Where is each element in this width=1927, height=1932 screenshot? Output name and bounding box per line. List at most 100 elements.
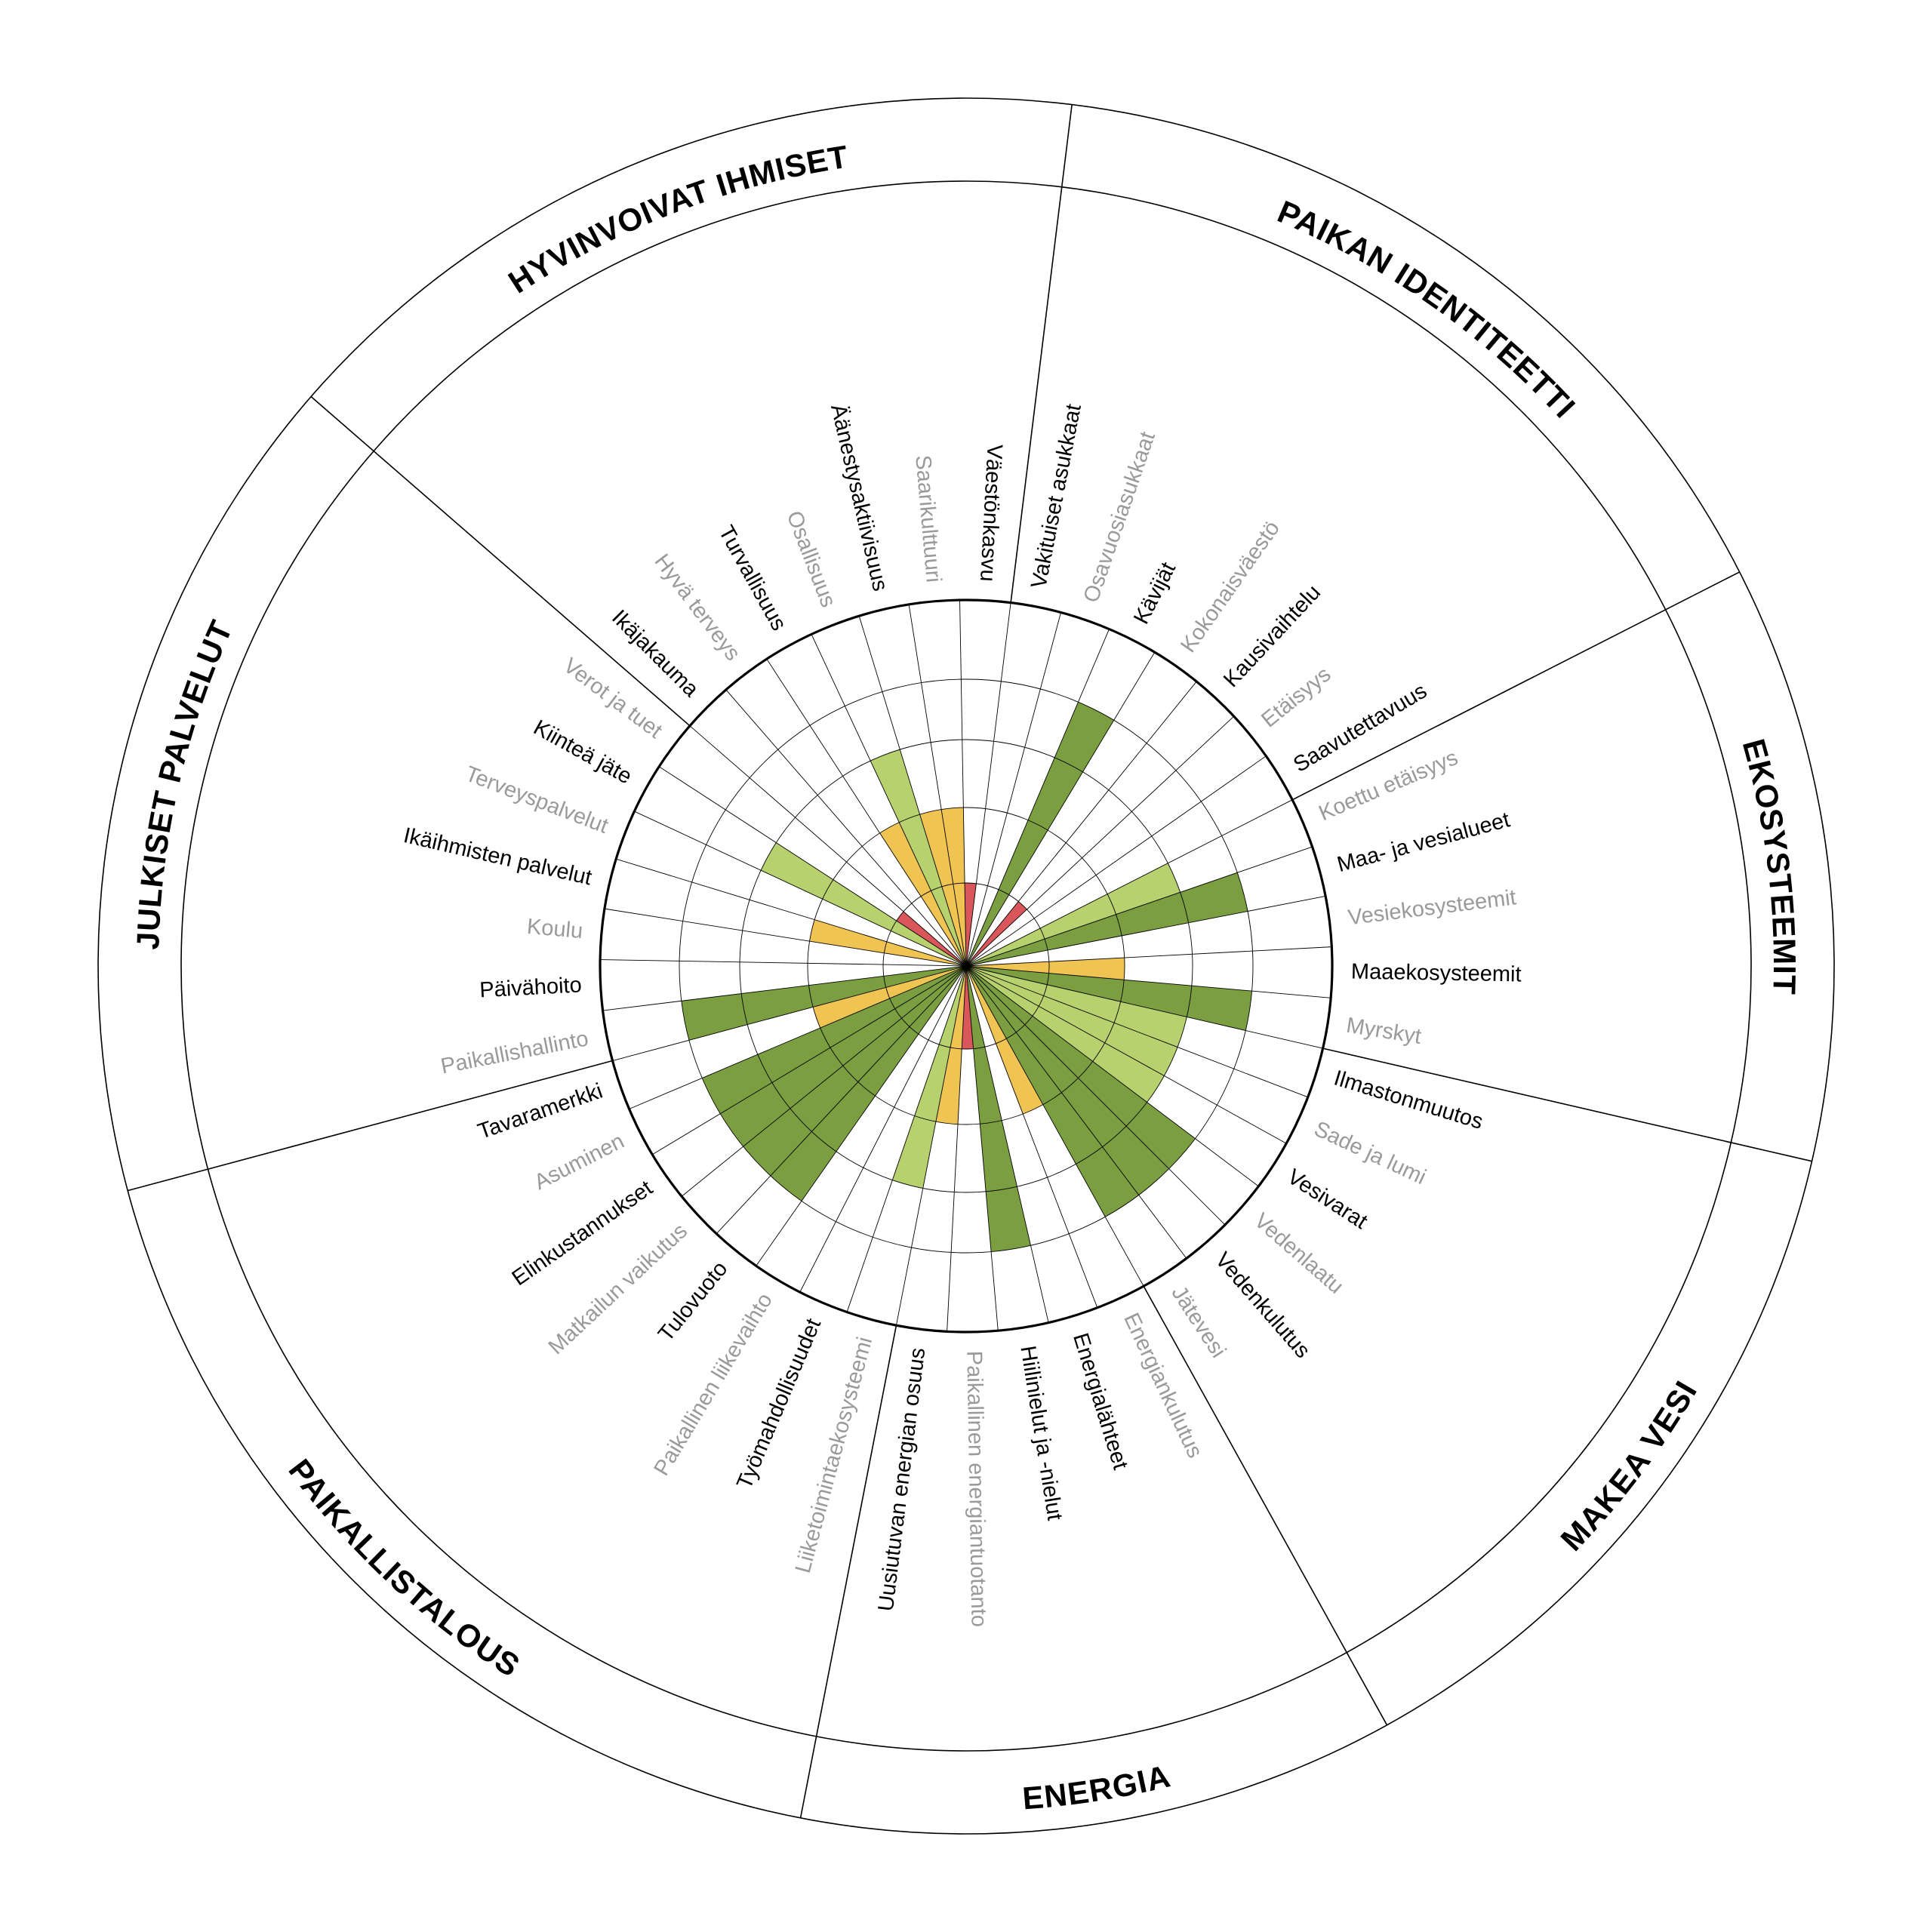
- item-label: Äänestysaktiivisuus: [826, 402, 892, 594]
- grid-ring: [807, 807, 1125, 1125]
- spoke-line: [896, 965, 967, 1326]
- spoke-line: [652, 965, 967, 1155]
- item-label: Tulovuoto: [654, 1257, 732, 1346]
- value-wedge: [770, 966, 966, 1201]
- spoke-line: [965, 965, 1259, 1187]
- sector-title: JULKISET PALVELUT: [130, 615, 239, 950]
- value-wedge: [966, 958, 1125, 980]
- sector-title-text: PAIKAN IDENTITEETTI: [1273, 194, 1582, 426]
- item-label: Maaekosysteemit: [1351, 960, 1522, 987]
- value-wedge: [870, 749, 966, 966]
- spoke-line: [965, 965, 1308, 1098]
- spoke-line: [612, 965, 967, 1061]
- spoke-line: [965, 965, 1049, 1323]
- spoke-line: [965, 946, 1332, 967]
- item-label: Väestönkasvu: [975, 444, 1006, 583]
- item-label: Energialähteet: [1068, 1331, 1132, 1472]
- item-label: Terveyspalvelut: [462, 761, 611, 838]
- item-label: Ilmastonmuutos: [1331, 1066, 1485, 1134]
- spoke-line: [965, 681, 1197, 967]
- sector-title-text: ENERGIA: [1021, 1758, 1174, 1816]
- spoke-line: [965, 896, 1326, 967]
- item-label: Koulu: [526, 915, 584, 943]
- spoke-line: [689, 725, 967, 967]
- sector-title: PAIKAN IDENTITEETTI: [1273, 194, 1583, 426]
- value-wedge: [966, 863, 1181, 966]
- sector-divider: [127, 1060, 613, 1192]
- spoke-line: [858, 616, 967, 967]
- spoke-line: [965, 602, 1011, 967]
- spoke-line: [965, 965, 1187, 1259]
- grid-ring: [739, 739, 1193, 1193]
- spoke-line: [965, 965, 1098, 1308]
- spoke-line: [965, 629, 1110, 967]
- sector-title-text: EKOSYSTEEMIT: [1736, 735, 1802, 995]
- sector-title-text: JULKISET PALVELUT: [130, 615, 239, 950]
- value-wedge: [966, 966, 1178, 1076]
- spoke-line: [600, 959, 967, 967]
- value-wedge: [962, 966, 974, 1049]
- sector-title: EKOSYSTEEMIT: [1736, 735, 1802, 995]
- sector-divider: [1143, 1285, 1388, 1726]
- sector-title-text: MAKEA VESI: [1554, 1374, 1704, 1557]
- sector-title-text: PAIKALLISTALOUS: [282, 1453, 525, 1684]
- value-wedge: [761, 842, 966, 966]
- value-wedge: [720, 966, 966, 1147]
- value-wedge: [966, 966, 1252, 1031]
- value-wedge: [966, 872, 1248, 966]
- plot-border: [599, 598, 1334, 1334]
- sector-divider: [799, 1324, 897, 1819]
- spoke-line: [799, 965, 967, 1293]
- outer-band-ring: [97, 97, 1835, 1835]
- item-label: Hiilinielut ja -nielut: [1015, 1344, 1067, 1522]
- value-wedge: [966, 966, 1031, 1252]
- value-wedge: [966, 966, 1139, 1217]
- inner-band-ring: [180, 180, 1752, 1752]
- item-label: Paikallishallinto: [439, 1026, 590, 1078]
- spoke-line: [965, 715, 1235, 967]
- spoke-line: [681, 965, 967, 1197]
- sector-divider: [1010, 104, 1073, 603]
- spoke-line: [965, 755, 1267, 967]
- item-label: Ikäjakauma: [607, 605, 703, 702]
- item-label: Turvallisuus: [713, 521, 790, 635]
- sector-title: ENERGIA: [1021, 1758, 1174, 1816]
- sector-title-text: HYVINVOIVAT IHMISET: [502, 139, 850, 300]
- item-label: Vesivarat: [1283, 1164, 1371, 1234]
- value-wedge: [966, 966, 1043, 1115]
- spoke-line: [965, 846, 1313, 967]
- spoke-line: [965, 965, 1144, 1287]
- value-wedge: [966, 966, 1196, 1169]
- spoke-line: [756, 965, 967, 1266]
- item-label: Vedenlaatu: [1249, 1209, 1348, 1299]
- item-label: Päivähoito: [479, 973, 583, 1002]
- value-wedge: [896, 911, 966, 966]
- grid-layer: [599, 598, 1334, 1334]
- item-label: Etäisyys: [1257, 663, 1335, 733]
- wedge-layer: [681, 702, 1252, 1252]
- spoke-line: [766, 658, 967, 967]
- value-wedge: [966, 966, 1165, 1103]
- value-wedge: [743, 966, 966, 1176]
- spoke-line: [965, 965, 1323, 1049]
- value-wedge: [966, 901, 1027, 966]
- item-label: Myrskyt: [1344, 1014, 1423, 1049]
- spoke-line: [965, 965, 999, 1331]
- spoke-line: [846, 965, 967, 1312]
- sector-title: PAIKALLISTALOUS: [282, 1453, 526, 1684]
- grid-ring: [679, 678, 1254, 1254]
- sector-divider: [1322, 1048, 1812, 1162]
- sector-divider: [310, 395, 691, 727]
- value-wedge: [702, 966, 966, 1114]
- value-wedge: [681, 966, 966, 1041]
- item-label: Kiinteä jäte: [529, 715, 636, 789]
- spoke-line: [965, 965, 1226, 1226]
- spoke-line: [716, 965, 967, 1235]
- item-label: Maa- ja vesialueet: [1334, 808, 1513, 877]
- value-wedge: [813, 966, 966, 1029]
- value-wedge: [919, 809, 966, 966]
- item-label: Uusiutuvan energian osuus: [874, 1346, 931, 1613]
- spoke-line: [725, 689, 967, 967]
- spoke-line: [616, 858, 967, 967]
